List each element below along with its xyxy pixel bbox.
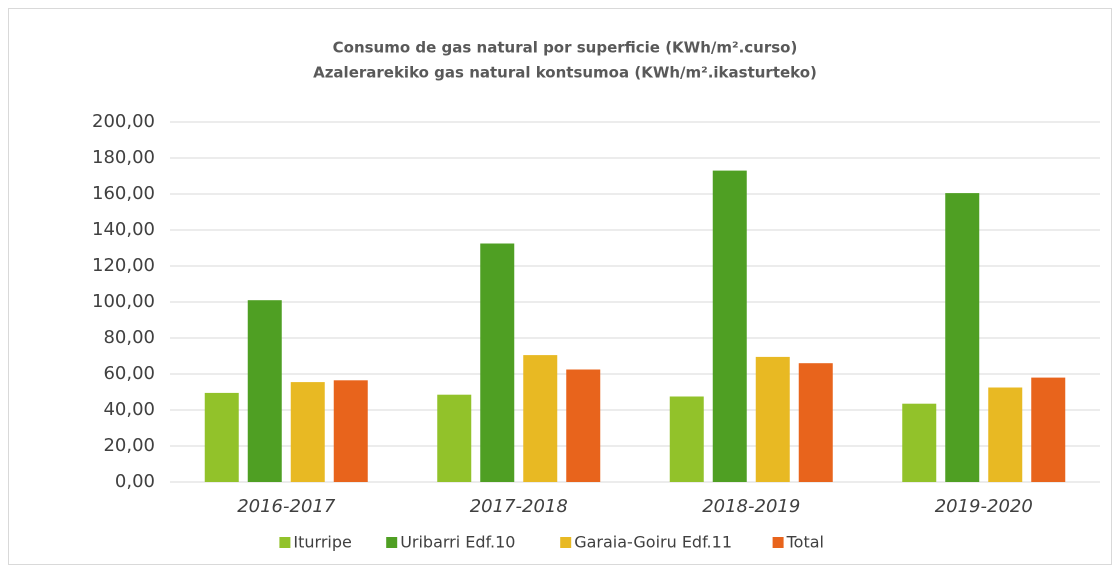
y-tick-label: 160,00 [92, 183, 155, 204]
bar [902, 403, 937, 482]
bar [523, 355, 558, 482]
legend-swatch [772, 537, 784, 548]
bar [712, 170, 747, 482]
y-tick-label: 180,00 [92, 147, 155, 168]
legend-label: Iturripe [293, 533, 351, 552]
bar [566, 369, 601, 482]
legend-swatch [560, 537, 572, 548]
bar [945, 193, 980, 482]
y-tick-label: 20,00 [103, 435, 155, 456]
x-tick-label: 2019-2020 [935, 496, 1033, 517]
bar [669, 396, 704, 482]
x-tick-label: 2018-2019 [702, 496, 800, 517]
bar [437, 394, 472, 482]
y-tick-label: 120,00 [92, 255, 155, 276]
bar [333, 380, 368, 482]
legend-swatch [386, 537, 398, 548]
y-tick-label: 0,00 [115, 471, 155, 492]
legend-label: Uribarri Edf.10 [400, 533, 515, 552]
y-tick-label: 140,00 [92, 219, 155, 240]
bar [290, 382, 325, 482]
y-tick-label: 60,00 [103, 363, 155, 384]
x-tick-label: 2016-2017 [237, 496, 336, 517]
bar [247, 300, 282, 482]
chart-title: Azalerarekiko gas natural kontsumoa (KWh… [313, 64, 817, 82]
y-tick-label: 100,00 [92, 291, 155, 312]
y-tick-label: 40,00 [103, 399, 155, 420]
legend-label: Total [786, 533, 824, 552]
chart-title: Consumo de gas natural por superficie (K… [333, 39, 798, 57]
y-tick-label: 200,00 [92, 111, 155, 132]
legend-label: Garaia-Goiru Edf.11 [574, 533, 732, 552]
bar [1031, 377, 1066, 482]
y-tick-label: 80,00 [103, 327, 155, 348]
bar [480, 243, 515, 482]
bar [755, 356, 790, 482]
bar [988, 387, 1023, 482]
bar [204, 392, 239, 482]
x-tick-label: 2017-2018 [470, 496, 568, 517]
legend-swatch [279, 537, 291, 548]
bar [798, 363, 833, 482]
